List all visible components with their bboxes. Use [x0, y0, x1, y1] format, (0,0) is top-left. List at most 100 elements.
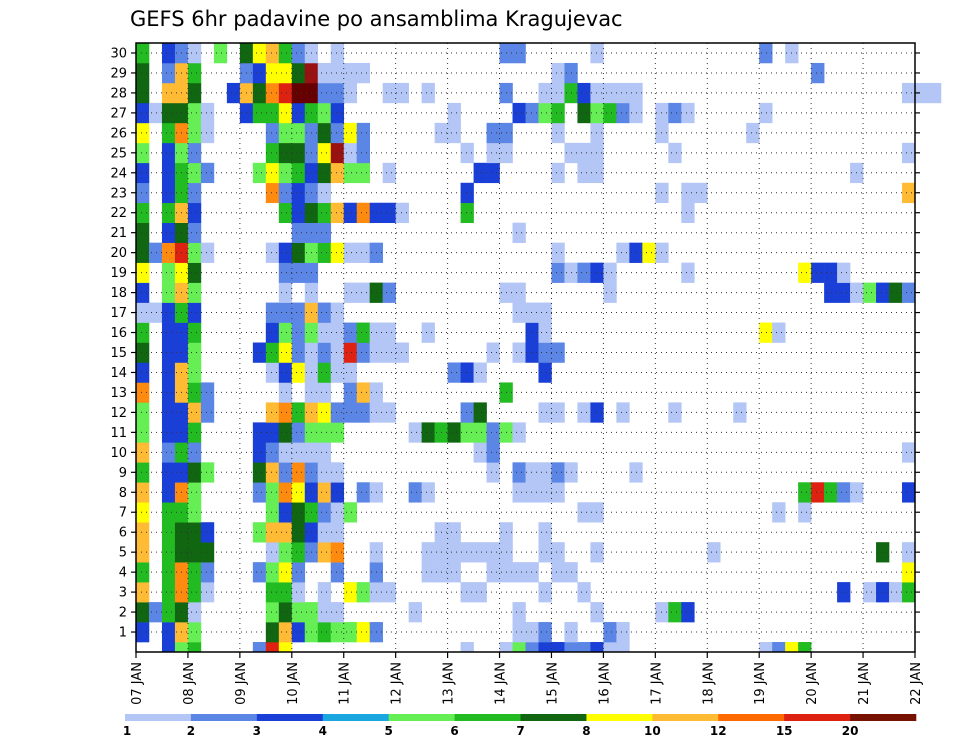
heatmap-cell: [317, 102, 332, 124]
heatmap-cell: [317, 82, 332, 104]
y-tick-label: 29: [110, 66, 127, 81]
heatmap-cell: [187, 102, 202, 124]
heatmap-cell: [136, 442, 150, 463]
heatmap-cell: [837, 482, 851, 503]
heatmap-cell: [278, 422, 293, 443]
heatmap-cell: [512, 342, 526, 363]
heatmap-cell: [291, 122, 306, 144]
heatmap-cell: [291, 202, 306, 224]
heatmap-cell: [278, 522, 293, 543]
heatmap-cell: [681, 262, 695, 283]
heatmap-cell: [278, 202, 293, 224]
heatmap-cell: [317, 62, 332, 84]
heatmap-cell: [317, 602, 332, 623]
heatmap-cell: [252, 482, 267, 503]
heatmap-cell: [291, 342, 306, 363]
x-tick-label: 11 JAN: [338, 662, 353, 705]
heatmap-cell: [395, 82, 409, 104]
heatmap-cell: [343, 582, 358, 603]
heatmap-cell: [226, 82, 241, 104]
heatmap-cell: [356, 202, 370, 224]
x-tick-label: 21 JAN: [857, 662, 872, 705]
heatmap-cell: [317, 502, 332, 523]
heatmap-cell: [668, 142, 682, 164]
y-axis: 1234567891011121314151617181920212223242…: [110, 46, 920, 641]
heatmap-cell: [265, 142, 280, 164]
x-tick-label: 12 JAN: [390, 662, 405, 705]
heatmap-cell: [421, 422, 435, 443]
heatmap-cell: [291, 322, 306, 343]
heatmap-cell: [291, 582, 306, 603]
heatmap-cell: [460, 202, 474, 224]
heatmap-cell: [136, 62, 150, 84]
heatmap-cell: [278, 542, 293, 563]
heatmap-cell: [564, 642, 578, 653]
heatmap-cell: [278, 382, 293, 403]
heatmap-cell: [590, 82, 604, 104]
heatmap-cell: [863, 282, 877, 303]
heatmap-cell: [136, 322, 150, 343]
heatmap-cell: [330, 342, 345, 363]
heatmap-cell: [538, 362, 552, 383]
heatmap-cell: [512, 222, 526, 243]
y-tick-label: 3: [119, 586, 127, 601]
heatmap-cell: [473, 402, 487, 423]
heatmap-cell: [330, 462, 345, 483]
heatmap-cell: [551, 162, 565, 184]
heatmap-cell: [187, 182, 202, 204]
heatmap-cell: [876, 282, 890, 303]
heatmap-cell: [681, 202, 695, 224]
y-tick-label: 30: [110, 46, 127, 61]
heatmap-cell: [291, 302, 306, 323]
heatmap-cell: [460, 542, 474, 563]
heatmap-cell: [317, 362, 332, 383]
heatmap-cell: [136, 482, 150, 503]
heatmap-cell: [343, 402, 358, 423]
heatmap-cell: [811, 62, 825, 84]
heatmap-cell: [343, 322, 358, 343]
x-tick-label: 09 JAN: [234, 662, 249, 705]
heatmap-cell: [136, 562, 150, 583]
heatmap-cell: [265, 162, 280, 184]
heatmap-cell: [551, 462, 565, 483]
heatmap-cell: [512, 622, 526, 643]
heatmap-cell: [759, 102, 773, 124]
heatmap-cell: [278, 242, 293, 263]
heatmap-cell: [187, 362, 202, 383]
heatmap-cell: [460, 402, 474, 423]
colorbar-swatch: [784, 714, 851, 721]
y-tick-label: 13: [110, 386, 127, 401]
heatmap-cell: [265, 482, 280, 503]
heatmap-cell: [356, 382, 370, 403]
heatmap-cell: [486, 342, 500, 363]
heatmap-cell: [538, 82, 552, 104]
heatmap-cell: [927, 82, 942, 104]
heatmap-cell: [291, 102, 306, 124]
heatmap-cell: [811, 482, 825, 503]
heatmap-cell: [837, 282, 851, 303]
heatmap-cell: [330, 242, 345, 263]
heatmap-cell: [590, 262, 604, 283]
heatmap-cell: [525, 302, 539, 323]
heatmap-cell: [317, 542, 332, 563]
heatmap-cell: [317, 622, 332, 643]
heatmap-cell: [330, 562, 345, 583]
heatmap-cell: [187, 62, 202, 84]
x-tick-label: 16 JAN: [597, 662, 612, 705]
heatmap-cell: [551, 242, 565, 263]
heatmap-cell: [200, 522, 215, 543]
heatmap-cell: [590, 542, 604, 563]
heatmap-cell: [187, 302, 202, 323]
heatmap-cell: [291, 462, 306, 483]
x-tick-label: 18 JAN: [701, 662, 716, 705]
heatmap-cell: [382, 402, 396, 423]
heatmap-cell: [486, 462, 500, 483]
heatmap-cell: [356, 482, 370, 503]
heatmap-cell: [278, 362, 293, 383]
heatmap-cell: [317, 342, 332, 363]
heatmap-cell: [278, 122, 293, 144]
heatmap-cell: [291, 422, 306, 443]
colorbar-legend: 1 2 3 4 5 6 7 8 10 12 15 20: [123, 714, 917, 738]
heatmap-cell: [538, 582, 552, 603]
heatmap-cell: [187, 202, 202, 224]
